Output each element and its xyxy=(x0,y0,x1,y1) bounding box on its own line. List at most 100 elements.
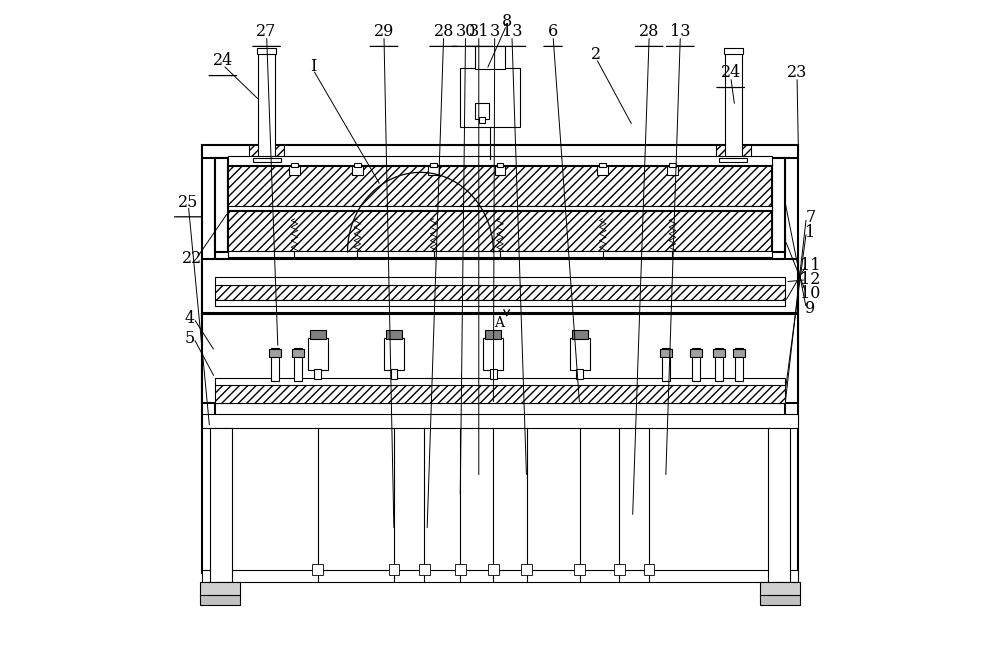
Bar xyxy=(258,53,275,159)
Bar xyxy=(660,349,672,357)
Bar xyxy=(202,414,798,428)
Bar xyxy=(202,570,798,582)
Bar xyxy=(352,166,363,175)
Bar xyxy=(572,330,588,339)
Bar xyxy=(455,564,466,575)
Text: 29: 29 xyxy=(374,23,394,40)
Bar xyxy=(485,330,501,339)
Bar xyxy=(215,300,785,306)
Bar xyxy=(475,46,505,69)
Text: 28: 28 xyxy=(639,23,659,40)
Bar xyxy=(428,166,439,175)
Text: 28: 28 xyxy=(433,23,454,40)
Bar xyxy=(475,103,489,119)
Bar xyxy=(430,163,437,167)
Bar xyxy=(644,564,654,575)
Text: 22: 22 xyxy=(182,250,202,267)
Bar xyxy=(570,338,590,370)
Text: I: I xyxy=(310,58,316,75)
Bar xyxy=(483,338,503,370)
Text: 11: 11 xyxy=(800,257,821,274)
Bar xyxy=(597,166,608,175)
Bar xyxy=(202,147,215,573)
Bar xyxy=(772,158,785,252)
Bar xyxy=(294,348,302,381)
Text: 13: 13 xyxy=(502,23,522,40)
Bar xyxy=(760,582,800,597)
Text: 27: 27 xyxy=(256,23,277,40)
Bar xyxy=(271,348,279,381)
Text: 24: 24 xyxy=(213,52,233,70)
Bar xyxy=(733,349,745,357)
Bar xyxy=(716,145,751,163)
Text: 7: 7 xyxy=(805,209,815,226)
Bar xyxy=(312,564,323,575)
Bar xyxy=(215,285,785,300)
Bar xyxy=(269,349,281,357)
Bar xyxy=(669,163,676,167)
Bar xyxy=(521,564,532,575)
Text: 25: 25 xyxy=(178,194,199,211)
Bar xyxy=(490,369,497,379)
Bar xyxy=(785,147,798,573)
Bar xyxy=(662,348,670,381)
Bar xyxy=(479,117,485,123)
Bar xyxy=(574,564,585,575)
Bar xyxy=(228,211,772,252)
Bar xyxy=(202,259,798,313)
Bar xyxy=(768,428,790,582)
Bar xyxy=(202,314,798,403)
Bar xyxy=(724,48,743,54)
Bar xyxy=(668,261,676,269)
Bar xyxy=(719,158,747,162)
Bar xyxy=(228,156,772,167)
Bar xyxy=(667,166,678,175)
Text: 10: 10 xyxy=(800,284,820,302)
Text: 23: 23 xyxy=(787,64,807,82)
Bar xyxy=(692,348,700,381)
Bar xyxy=(419,564,430,575)
Bar xyxy=(200,595,240,605)
Bar xyxy=(200,582,240,597)
Text: 2: 2 xyxy=(591,46,601,63)
Text: 8: 8 xyxy=(502,13,512,30)
Bar xyxy=(228,206,772,212)
Bar xyxy=(228,251,772,257)
Bar xyxy=(690,349,702,357)
Bar xyxy=(308,338,328,370)
Text: 24: 24 xyxy=(721,64,741,82)
Bar xyxy=(289,166,300,175)
Bar xyxy=(460,68,520,127)
Bar xyxy=(391,369,397,379)
Bar xyxy=(253,158,281,162)
Bar xyxy=(389,564,399,575)
Bar xyxy=(430,261,438,269)
Bar xyxy=(202,145,798,158)
Bar xyxy=(576,369,583,379)
Bar xyxy=(725,53,742,159)
Bar xyxy=(257,48,276,54)
Bar xyxy=(495,166,505,175)
Text: 6: 6 xyxy=(548,23,558,40)
Text: 5: 5 xyxy=(185,330,195,347)
Bar xyxy=(310,330,326,339)
Text: 3: 3 xyxy=(490,23,500,40)
Bar xyxy=(614,564,625,575)
Bar xyxy=(760,595,800,605)
Text: 13: 13 xyxy=(670,23,691,40)
Bar xyxy=(735,348,743,381)
Bar xyxy=(353,261,361,269)
Bar xyxy=(215,277,785,285)
Text: 30: 30 xyxy=(455,23,476,40)
Bar xyxy=(291,163,298,167)
Text: 12: 12 xyxy=(800,271,820,288)
Bar xyxy=(496,261,504,269)
Bar xyxy=(497,163,503,167)
Bar xyxy=(290,261,298,269)
Bar xyxy=(215,383,785,403)
Bar xyxy=(715,348,723,381)
Bar xyxy=(384,338,404,370)
Bar xyxy=(488,564,499,575)
Text: 9: 9 xyxy=(805,300,815,317)
Bar xyxy=(713,349,725,357)
